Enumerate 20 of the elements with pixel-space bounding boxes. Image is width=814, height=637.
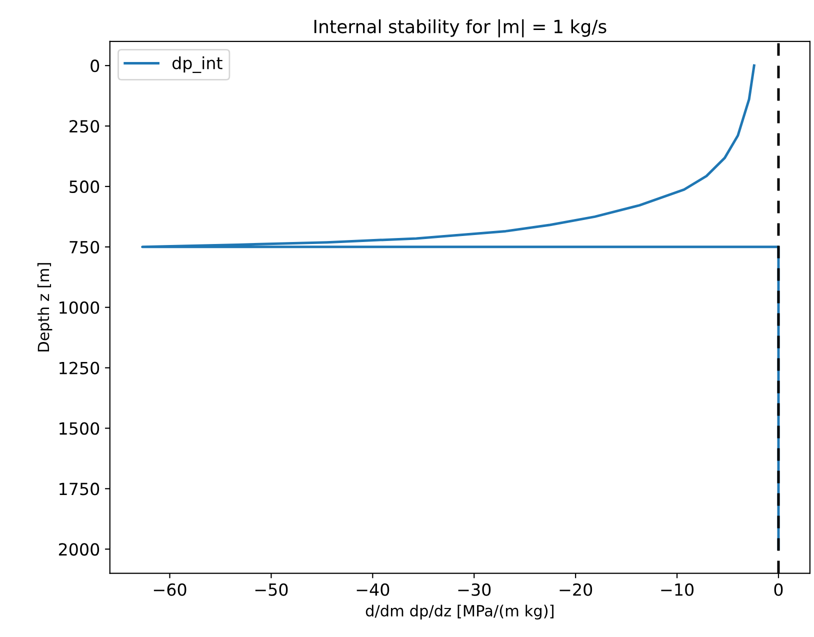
x-axis-title: d/dm dp/dz [MPa/(m kg)] — [366, 604, 554, 620]
x-tick-label: −30 — [458, 583, 491, 596]
y-tick-label: 0 — [90, 60, 100, 72]
x-tick-label: −10 — [661, 583, 694, 596]
y-tick-label: 250 — [70, 120, 100, 133]
x-tick-label: −50 — [255, 583, 288, 596]
y-tick-label: 1250 — [60, 362, 100, 374]
x-tick-label: −20 — [560, 583, 592, 596]
y-tick-label: 1500 — [60, 422, 100, 435]
x-tick-label: −40 — [356, 583, 390, 596]
y-tick-label: 1750 — [60, 482, 100, 496]
x-tick-label: 0 — [774, 583, 783, 596]
y-tick-label: 1000 — [60, 301, 100, 314]
legend-label: dp_int — [172, 56, 222, 73]
chart-title: Internal stability for |m| = 1 kg/s — [314, 19, 606, 38]
y-axis-title: Depth z [m] — [37, 263, 52, 352]
y-tick-label: 500 — [70, 180, 100, 194]
y-tick-label: 2000 — [58, 543, 100, 556]
y-tick-label: 750 — [70, 240, 100, 254]
x-tick-label: −60 — [154, 583, 186, 596]
